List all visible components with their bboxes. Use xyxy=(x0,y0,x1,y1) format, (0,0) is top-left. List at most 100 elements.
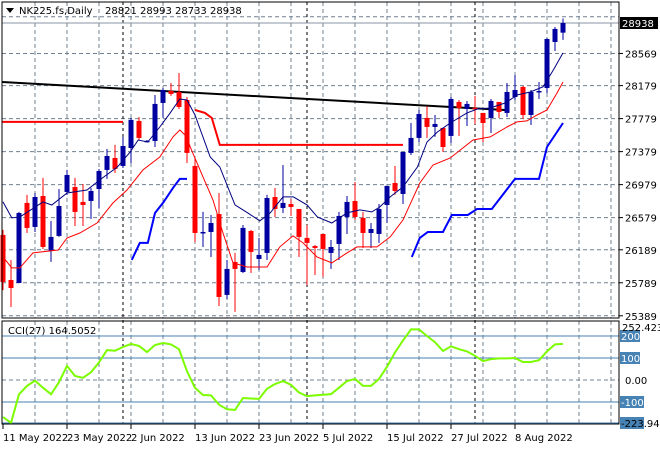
cci-level-tag xyxy=(620,396,644,408)
collapse-triangle-icon[interactable] xyxy=(6,8,14,13)
candle-body xyxy=(168,90,174,94)
candle-body xyxy=(456,101,462,108)
candle xyxy=(560,18,566,40)
current-price-tag xyxy=(620,17,658,29)
cci-max-label: 252.4231 xyxy=(622,323,660,334)
candle-body xyxy=(264,197,270,253)
candle xyxy=(136,116,142,140)
candle xyxy=(352,181,358,220)
candle xyxy=(152,94,158,147)
cci-label: CCI(27) 164.5052 xyxy=(8,326,96,337)
indicator-overlays xyxy=(2,81,564,261)
candle-body xyxy=(392,182,398,191)
cci-line-group xyxy=(2,328,564,425)
candle xyxy=(432,114,438,137)
candle xyxy=(8,260,14,307)
candle xyxy=(264,194,270,261)
candle-body xyxy=(312,245,318,248)
candle xyxy=(256,237,262,270)
candle xyxy=(240,224,246,273)
cci-level-label: -100 xyxy=(621,398,644,409)
candle xyxy=(368,222,374,248)
candle-body xyxy=(256,254,262,259)
candle xyxy=(72,177,78,226)
candle-body xyxy=(24,202,30,228)
cci-level-tag xyxy=(620,330,640,342)
candle-body xyxy=(552,28,558,42)
cci-level-label: 100 xyxy=(621,354,640,365)
candle-body xyxy=(520,86,526,115)
candle xyxy=(200,211,206,247)
candle xyxy=(536,81,542,99)
candle xyxy=(248,229,254,273)
candle-body xyxy=(56,205,62,236)
candle-body xyxy=(16,212,22,283)
price-level-label: 27379 xyxy=(625,148,657,159)
candle-body xyxy=(472,107,478,110)
ma-overlays xyxy=(2,52,564,269)
candle xyxy=(216,192,222,306)
candle xyxy=(512,74,518,100)
price-level-label: 25389 xyxy=(625,312,657,323)
candle xyxy=(312,245,318,275)
support-line xyxy=(410,122,564,258)
candle-body xyxy=(528,91,534,115)
cci-axis: 200 100 0.00 -100 -223.949 xyxy=(620,330,660,430)
candle xyxy=(24,194,30,233)
cci-line xyxy=(2,328,564,425)
candle xyxy=(376,204,382,243)
candle-body xyxy=(232,261,238,269)
candle-body xyxy=(448,98,454,136)
candle-body xyxy=(136,120,142,138)
price-level-label: 26189 xyxy=(625,246,657,257)
candle-body xyxy=(184,99,190,153)
date-label: 23 May 2022 xyxy=(67,433,132,444)
candle xyxy=(288,198,294,216)
cci-min-label: -223.949 xyxy=(621,419,660,430)
candle-body xyxy=(32,196,38,227)
candle-body xyxy=(48,236,54,251)
candle-body xyxy=(296,208,302,237)
candle-body xyxy=(328,246,334,253)
candle-body xyxy=(432,123,438,127)
candle-body xyxy=(368,229,374,233)
candle xyxy=(16,211,22,283)
candle-body xyxy=(152,103,158,141)
candle xyxy=(56,188,62,237)
candle-body xyxy=(72,187,78,212)
candle xyxy=(392,165,398,195)
candle-body xyxy=(240,227,246,272)
candle xyxy=(104,148,110,179)
candle xyxy=(384,185,390,223)
resistance-line xyxy=(194,109,403,146)
candle-body xyxy=(288,204,294,207)
date-label: 13 Jun 2022 xyxy=(195,433,255,444)
candle-body xyxy=(192,165,198,233)
cci-level-label: 0.00 xyxy=(625,376,647,387)
candle-body xyxy=(160,89,166,103)
candle xyxy=(224,260,230,299)
candle xyxy=(544,38,550,93)
grid xyxy=(2,2,619,424)
candle-body xyxy=(280,202,286,208)
candle-body xyxy=(424,117,430,127)
candle-body xyxy=(560,23,566,33)
candle-body xyxy=(248,230,254,252)
candle-body xyxy=(304,237,310,243)
slow-ma-line xyxy=(2,81,564,269)
candle-body xyxy=(120,146,126,166)
price-axis: 28569 28179 27779 27379 26979 26579 26189 25789… xyxy=(619,49,657,323)
candle-body xyxy=(464,103,470,109)
candle-body xyxy=(488,100,494,118)
candle-body xyxy=(352,200,358,217)
price-level-label: 28569 xyxy=(625,49,657,60)
candle-body xyxy=(128,119,134,148)
candle xyxy=(480,112,486,142)
date-label: 8 Aug 2022 xyxy=(515,433,573,444)
candle-body xyxy=(336,215,342,244)
date-label: 27 Jul 2022 xyxy=(451,433,508,444)
candle xyxy=(192,158,198,242)
candle xyxy=(184,97,190,164)
